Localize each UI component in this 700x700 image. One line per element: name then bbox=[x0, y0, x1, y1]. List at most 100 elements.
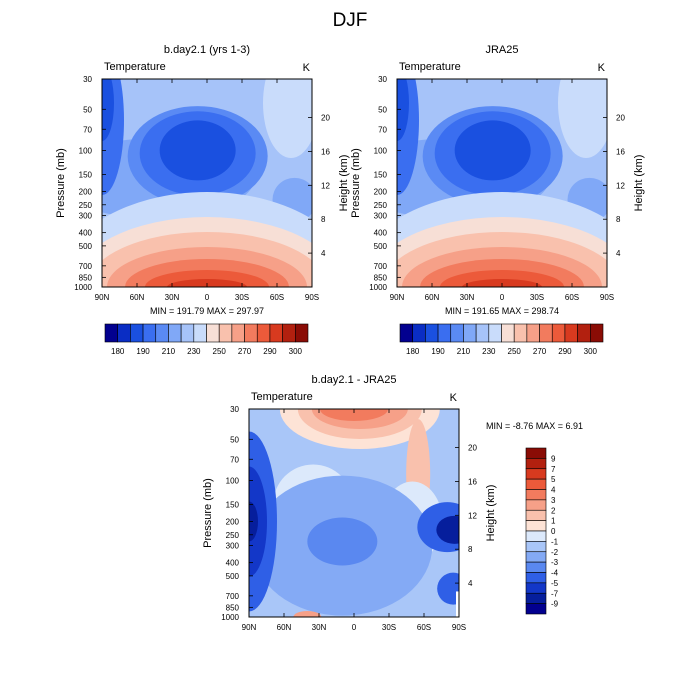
y-tick-label: 250 bbox=[374, 201, 388, 210]
colorbar-box bbox=[475, 323, 490, 343]
colorbar-box bbox=[425, 323, 439, 343]
temperature-field bbox=[102, 79, 312, 287]
colorbar-box bbox=[104, 323, 118, 343]
colorbar-label: 290 bbox=[263, 347, 277, 356]
y-tick-label: 300 bbox=[374, 212, 388, 221]
colorbar-box bbox=[244, 323, 258, 343]
colorbar-box bbox=[117, 323, 131, 343]
stats-text: MIN = 191.79 MAX = 297.97 bbox=[150, 306, 264, 316]
colorbar-box bbox=[525, 489, 547, 501]
y-tick-label: 300 bbox=[226, 542, 240, 551]
height-tick-label: 20 bbox=[468, 444, 477, 453]
x-tick-label: 60S bbox=[270, 293, 284, 302]
y-tick-label: 50 bbox=[230, 435, 239, 444]
colorbar-label: 1 bbox=[551, 517, 556, 526]
colorbar-box bbox=[525, 458, 547, 470]
colorbar-box bbox=[193, 323, 207, 343]
colorbar-label: -7 bbox=[551, 589, 559, 598]
y-tick-label: 300 bbox=[79, 212, 93, 221]
y-tick-label: 1000 bbox=[221, 613, 239, 622]
colorbar-box bbox=[525, 561, 547, 573]
y-tick-label: 70 bbox=[83, 125, 92, 134]
y-tick-label: 150 bbox=[226, 500, 240, 509]
colorbar-box bbox=[525, 499, 547, 511]
height-tick-label: 20 bbox=[616, 114, 625, 123]
colorbar-box bbox=[590, 323, 604, 343]
y-tick-label: 700 bbox=[79, 262, 93, 271]
colorbar-box bbox=[525, 509, 547, 521]
y-tick-label: 200 bbox=[226, 518, 240, 527]
x-tick-label: 60N bbox=[130, 293, 145, 302]
colorbar-box bbox=[488, 323, 502, 343]
x-tick-label: 90S bbox=[452, 623, 466, 632]
colorbar-label: -9 bbox=[551, 600, 559, 609]
warm-polar-strat-south bbox=[263, 79, 312, 159]
colorbar-label: 4 bbox=[551, 486, 556, 495]
colorbar-label: 7 bbox=[551, 465, 556, 474]
colorbar-label: -5 bbox=[551, 579, 559, 588]
colorbar-box bbox=[295, 323, 309, 343]
y-tick-label: 30 bbox=[378, 75, 387, 84]
panel-title: b.day2.1 (yrs 1-3) bbox=[164, 44, 250, 56]
cold-anom-south-core bbox=[436, 515, 459, 544]
y-tick-label: 250 bbox=[79, 201, 93, 210]
y-tick-label: 250 bbox=[226, 531, 240, 540]
cold-core bbox=[159, 120, 236, 181]
y2-axis-label: Height (km) bbox=[633, 155, 645, 212]
difference-field bbox=[249, 409, 459, 617]
y-tick-label: 700 bbox=[374, 262, 388, 271]
colorbar-label: -1 bbox=[551, 537, 559, 546]
colorbar-box bbox=[282, 323, 296, 343]
colorbar-box bbox=[231, 323, 245, 343]
x-tick-label: 90S bbox=[305, 293, 319, 302]
colorbar-box bbox=[525, 592, 547, 604]
y-tick-label: 50 bbox=[83, 105, 92, 114]
x-tick-label: 90N bbox=[242, 623, 257, 632]
y-tick-label: 30 bbox=[230, 405, 239, 414]
y-tick-label: 200 bbox=[79, 188, 93, 197]
colorbar-box bbox=[525, 603, 547, 615]
x-tick-label: 30S bbox=[235, 293, 249, 302]
y2-axis-label: Height (km) bbox=[485, 485, 497, 542]
height-tick-label: 12 bbox=[321, 181, 330, 190]
colorbar-box bbox=[501, 323, 515, 343]
x-tick-label: 90N bbox=[95, 293, 110, 302]
warm-anom-4 bbox=[320, 409, 388, 421]
height-tick-label: 16 bbox=[616, 147, 625, 156]
colorbar-box bbox=[256, 323, 271, 343]
height-tick-label: 12 bbox=[468, 511, 477, 520]
x-tick-label: 60N bbox=[425, 293, 440, 302]
polar-vortex-core bbox=[102, 79, 114, 142]
colorbar-box bbox=[218, 323, 233, 343]
y-tick-label: 500 bbox=[226, 572, 240, 581]
y-tick-label: 150 bbox=[374, 170, 388, 179]
colorbar-box bbox=[525, 541, 547, 553]
colorbar-label: 2 bbox=[551, 506, 556, 515]
colorbar-label: 0 bbox=[551, 527, 556, 536]
y-tick-label: 100 bbox=[79, 146, 93, 155]
x-tick-label: 30N bbox=[312, 623, 327, 632]
x-tick-label: 30N bbox=[165, 293, 180, 302]
colorbar-label: 270 bbox=[533, 347, 547, 356]
unit-label: K bbox=[450, 392, 458, 404]
colorbar-box bbox=[525, 478, 547, 490]
colorbar-box bbox=[437, 323, 452, 343]
temperature-field bbox=[397, 79, 607, 287]
colorbar-box bbox=[526, 323, 540, 343]
y-tick-label: 1000 bbox=[369, 283, 387, 292]
colorbar-label: 9 bbox=[551, 454, 556, 463]
x-tick-label: 30S bbox=[382, 623, 396, 632]
unit-label: K bbox=[303, 62, 311, 74]
colorbar-box bbox=[577, 323, 591, 343]
colorbar-label: 210 bbox=[457, 347, 471, 356]
polar-vortex-core bbox=[397, 79, 409, 142]
variable-label: Temperature bbox=[251, 391, 313, 403]
y-tick-label: 850 bbox=[226, 603, 240, 612]
colorbar-box bbox=[155, 323, 169, 343]
x-tick-label: 60N bbox=[277, 623, 292, 632]
x-tick-label: 0 bbox=[352, 623, 357, 632]
height-tick-label: 4 bbox=[321, 249, 326, 258]
y2-axis-label: Height (km) bbox=[338, 155, 350, 212]
